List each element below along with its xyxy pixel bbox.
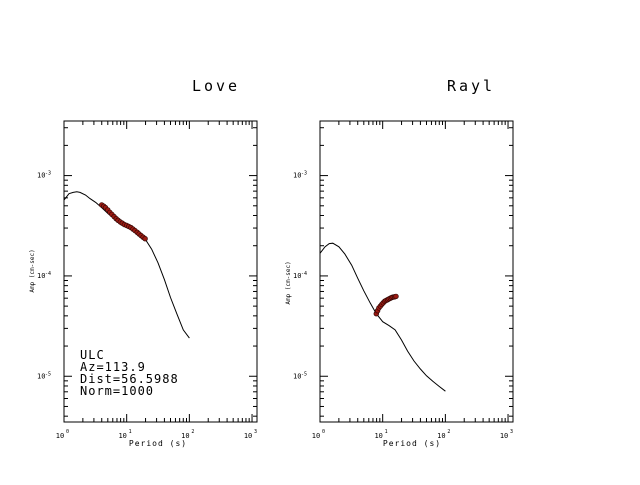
plot-frame-love bbox=[63, 120, 258, 423]
x-axis-label-love: Period (s) bbox=[129, 439, 187, 448]
x-tick-label-exponent-rayl: 3 bbox=[510, 429, 513, 435]
x-tick-label-exponent-love: 2 bbox=[191, 429, 194, 435]
x-tick-label-exponent-love: 3 bbox=[254, 429, 257, 435]
x-tick-label-exponent-love: 0 bbox=[66, 429, 69, 435]
y-tick-label-love: 10 bbox=[37, 172, 45, 180]
y-tick-label-exponent-love: -4 bbox=[45, 271, 51, 277]
y-tick-label-exponent-rayl: -3 bbox=[301, 171, 307, 177]
x-tick-label-exponent-love: 1 bbox=[129, 429, 132, 435]
x-tick-label-rayl: 10 bbox=[437, 432, 445, 440]
panel-title-rayl: Rayl bbox=[447, 77, 495, 95]
y-tick-label-rayl: 10 bbox=[293, 172, 301, 180]
model-curve-rayl bbox=[319, 242, 446, 392]
annotation-line-station: ULC bbox=[80, 348, 105, 362]
y-tick-label-love: 10 bbox=[37, 372, 45, 380]
y-tick-label-exponent-rayl: -4 bbox=[301, 271, 307, 277]
y-tick-label-exponent-rayl: -5 bbox=[301, 371, 307, 377]
x-axis-label-rayl: Period (s) bbox=[383, 439, 441, 448]
y-tick-label-exponent-love: -3 bbox=[45, 171, 51, 177]
y-tick-label-rayl: 10 bbox=[293, 272, 301, 280]
plot-frame-rayl bbox=[319, 120, 514, 423]
observed-point-love bbox=[142, 236, 148, 242]
annotation-line-distance: Dist=56.5988 bbox=[80, 372, 179, 386]
y-tick-label-love: 10 bbox=[37, 272, 45, 280]
panel-title-love: Love bbox=[192, 77, 240, 95]
observed-point-rayl bbox=[393, 293, 399, 300]
panel-rayl: Rayl Period (s) Amp (cm-sec) 10 0 10 1 10 2 10… bbox=[285, 77, 514, 448]
x-tick-label-rayl: 10 bbox=[312, 432, 320, 440]
y-axis-label-rayl: Amp (cm-sec) bbox=[285, 261, 292, 304]
x-tick-label-rayl: 10 bbox=[500, 432, 508, 440]
x-tick-label-love: 10 bbox=[56, 432, 64, 440]
x-tick-label-exponent-rayl: 0 bbox=[322, 429, 325, 435]
x-tick-label-love: 10 bbox=[181, 432, 189, 440]
x-tick-label-exponent-rayl: 2 bbox=[447, 429, 450, 435]
x-tick-label-rayl: 10 bbox=[374, 432, 382, 440]
annotation-line-azimuth: Az=113.9 bbox=[80, 360, 146, 374]
x-tick-label-love: 10 bbox=[118, 432, 126, 440]
panel-love: Love Period (s) Amp (cm-sec) ULC Az=113.… bbox=[29, 77, 258, 448]
y-tick-label-rayl: 10 bbox=[293, 372, 301, 380]
y-tick-label-exponent-love: -5 bbox=[45, 371, 51, 377]
annotation-line-norm: Norm=1000 bbox=[80, 384, 154, 398]
x-tick-label-exponent-rayl: 1 bbox=[385, 429, 388, 435]
y-axis-label-love: Amp (cm-sec) bbox=[29, 249, 36, 292]
x-tick-label-love: 10 bbox=[244, 432, 252, 440]
